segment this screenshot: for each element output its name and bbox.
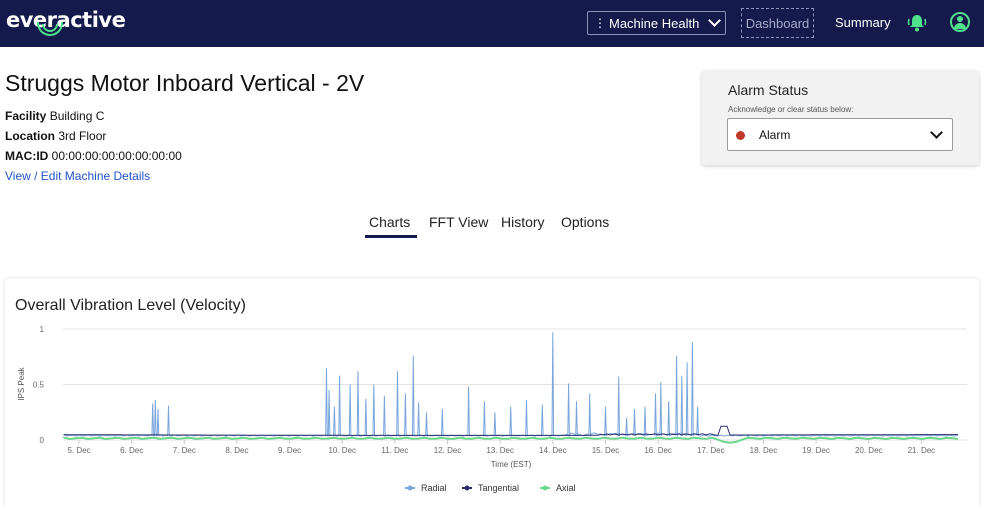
x-tick-label: 19. Dec [802, 446, 830, 455]
x-tick-label: 8. Dec [225, 446, 248, 455]
brand-logo[interactable]: everactive [6, 8, 126, 36]
location-value: 3rd Floor [58, 129, 107, 143]
y-tick-label: 1 [40, 325, 45, 334]
alarm-status-title: Alarm Status [728, 82, 809, 98]
user-account-icon[interactable] [950, 12, 970, 32]
x-tick-label: 11. Dec [381, 446, 408, 455]
user-body [954, 23, 966, 29]
series-tangential-line [63, 425, 958, 436]
facility-value: Building C [49, 109, 105, 123]
x-tick-label: 16. Dec [644, 446, 672, 455]
alarm-status-select[interactable]: Alarm [727, 118, 953, 151]
location-row: Location 3rd Floor [5, 129, 106, 143]
x-tick-label: 6. Dec [120, 446, 143, 455]
nav-dashboard-link[interactable]: Dashboard [741, 8, 814, 38]
legend-marker-axial [542, 485, 548, 491]
y-tick-label: 0 [40, 436, 45, 445]
x-tick-label: 13. Dec [486, 446, 514, 455]
vibration-chart-card [5, 279, 979, 507]
tab-fft-view[interactable]: FFT View [429, 214, 489, 230]
page-title: Struggs Motor Inboard Vertical - 2V [5, 70, 365, 96]
legend-label-radial: Radial [421, 483, 447, 493]
top-navbar: everactive ⋮ Machine Health Dashboard Su… [0, 0, 984, 47]
user-head [957, 16, 963, 22]
legend-label-tangential: Tangential [478, 483, 519, 493]
x-tick-label: 7. Dec [173, 446, 196, 455]
alarm-bell-icon[interactable] [907, 12, 927, 34]
active-tab-indicator [365, 235, 417, 238]
macid-label: MAC:ID [5, 149, 52, 163]
x-axis-label: Time (EST) [491, 460, 532, 469]
x-tick-label: 14. Dec [539, 446, 567, 455]
location-label: Location [5, 129, 59, 143]
chart-title: Overall Vibration Level (Velocity) [15, 297, 246, 314]
legend-marker-tangential [464, 485, 470, 491]
x-tick-label: 9. Dec [278, 446, 301, 455]
x-tick-label: 15. Dec [592, 446, 620, 455]
legend-marker-radial [407, 485, 413, 491]
machine-health-select[interactable]: ⋮ Machine Health [587, 11, 726, 35]
alarm-status-card: Alarm Status Acknowledge or clear status… [702, 71, 979, 165]
alarm-status-dot [736, 131, 745, 140]
x-tick-label: 10. Dec [328, 446, 356, 455]
x-tick-label: 17. Dec [697, 446, 725, 455]
x-tick-label: 21. Dec [908, 446, 936, 455]
facility-label: Facility [5, 109, 50, 123]
tab-history[interactable]: History [501, 214, 545, 230]
edit-machine-details-link[interactable]: View / Edit Machine Details [5, 169, 151, 183]
legend-label-axial: Axial [556, 483, 576, 493]
x-tick-label: 20. Dec [855, 446, 883, 455]
x-tick-label: 18. Dec [750, 446, 778, 455]
x-tick-label: 12. Dec [434, 446, 462, 455]
series-axial-line [63, 436, 959, 444]
y-tick-label: 0.5 [33, 381, 45, 390]
x-tick-label: 5. Dec [67, 446, 90, 455]
nav-summary-link[interactable]: Summary [835, 15, 891, 30]
tab-charts[interactable]: Charts [369, 214, 411, 230]
macid-value: 00:00:00:00:00:00:00:00 [51, 149, 182, 163]
brand-name: everactive [6, 8, 126, 32]
facility-row: Facility Building C [5, 109, 104, 123]
tab-options[interactable]: Options [561, 214, 610, 230]
menu-dots-icon: ⋮ [594, 16, 606, 30]
macid-row: MAC:ID 00:00:00:00:00:00:00:00 [5, 149, 182, 163]
alarm-status-hint: Acknowledge or clear status below: [728, 105, 854, 114]
machine-health-label: Machine Health [609, 15, 700, 31]
alarm-status-value: Alarm [759, 128, 791, 142]
y-axis-label: IPS Peak [17, 366, 26, 400]
